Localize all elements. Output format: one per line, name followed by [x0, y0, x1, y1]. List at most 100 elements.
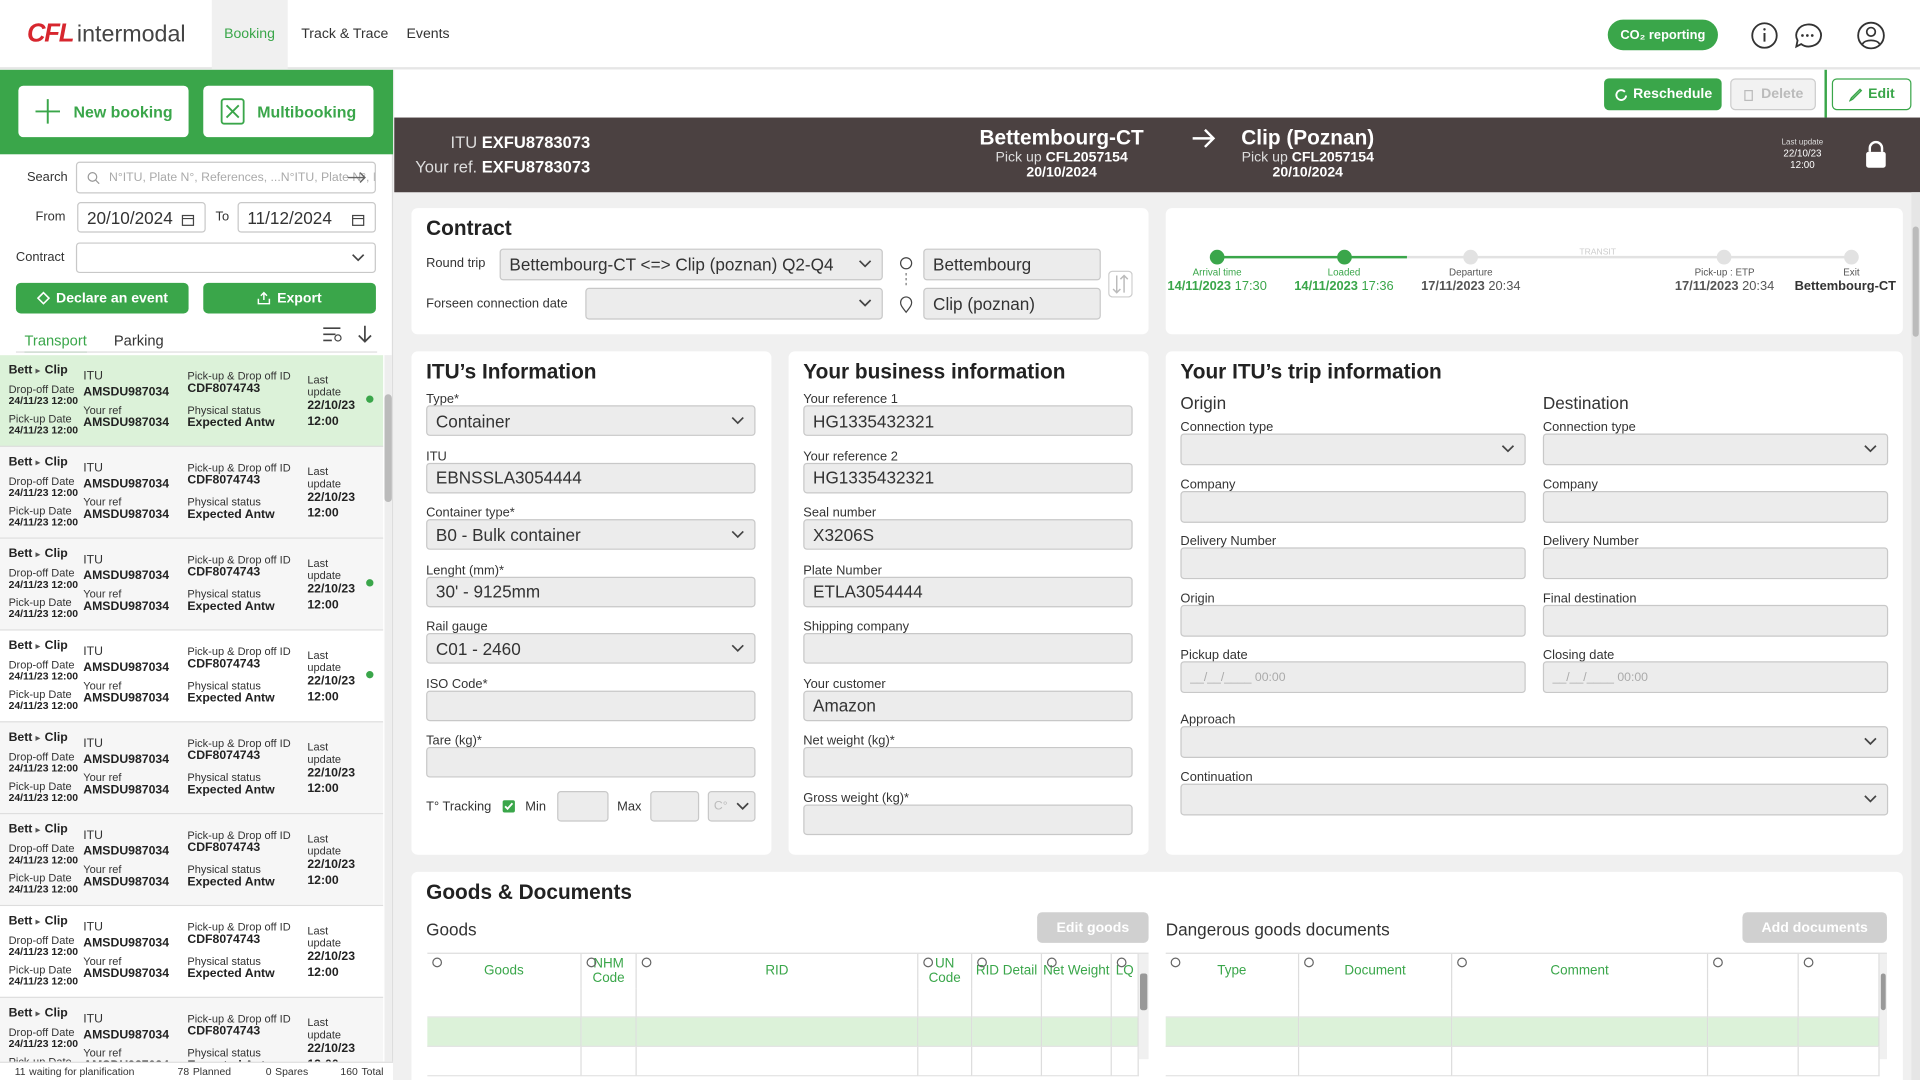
input[interactable]: [1180, 490, 1526, 523]
goods-card: Goods & Documents Goods Edit goods Dange…: [411, 871, 1903, 1080]
transport-item[interactable]: Bett Clip Drop-off Date 24/11/23 12:00 Pick-…: [0, 446, 384, 539]
transport-item[interactable]: Bett Clip Drop-off Date 24/11/23 12:00 Pick-…: [0, 355, 384, 447]
input[interactable]: C01 - 2460: [426, 633, 756, 664]
your-ref-label: Your ref: [83, 679, 122, 692]
info-icon[interactable]: [1751, 22, 1778, 49]
item-route: Bett Clip: [9, 823, 68, 836]
your-ref-label: Your ref: [83, 495, 122, 509]
column-header[interactable]: Goods: [427, 953, 582, 989]
input[interactable]: Amazon: [803, 690, 1133, 721]
timeline-dot: [1717, 249, 1732, 265]
input[interactable]: B0 - Bulk container: [426, 519, 756, 550]
from-input[interactable]: 20/10/2024: [77, 202, 206, 233]
lock-icon[interactable]: [1864, 140, 1888, 169]
input[interactable]: [1180, 726, 1889, 758]
min-input[interactable]: [557, 791, 609, 822]
tracking-checkbox[interactable]: [502, 800, 515, 813]
input[interactable]: [1180, 433, 1526, 466]
destination-date: 20/10/2024: [1272, 165, 1343, 180]
input[interactable]: __/__/____ 00:00: [1180, 661, 1526, 694]
connection-date-select[interactable]: [585, 287, 883, 320]
delete-button[interactable]: Delete: [1730, 78, 1816, 111]
last-update-time: 12:00: [307, 415, 339, 429]
transport-item[interactable]: Bett Clip Drop-off Date 24/11/23 12:00 Pick-…: [0, 630, 384, 723]
input[interactable]: [1542, 433, 1889, 466]
edit-goods-button[interactable]: Edit goods: [1037, 912, 1149, 943]
route-to: Clip: [44, 914, 68, 929]
input[interactable]: [803, 633, 1133, 664]
transport-item[interactable]: Bett Clip Drop-off Date 24/11/23 12:00 Pick-…: [0, 997, 384, 1062]
input[interactable]: [803, 746, 1133, 778]
column-header[interactable]: RID: [637, 953, 919, 989]
checkbox[interactable]: [502, 800, 515, 813]
column-header[interactable]: Net Weight: [1042, 953, 1112, 989]
column-header[interactable]: NHM Code: [582, 953, 637, 989]
add-documents-button[interactable]: Add documents: [1742, 912, 1887, 943]
round-trip-select[interactable]: Bettembourg-CT <=> Clip (poznan) Q2-Q4: [499, 248, 883, 281]
column-header[interactable]: Document: [1299, 953, 1453, 989]
column-header[interactable]: [1799, 953, 1880, 989]
input[interactable]: [426, 746, 756, 778]
nav-item[interactable]: Track & Trace: [301, 26, 389, 42]
edit-button[interactable]: Edit: [1831, 78, 1912, 111]
input[interactable]: [1180, 604, 1526, 637]
column-header[interactable]: UN Code: [918, 953, 973, 989]
input[interactable]: HG1335432321: [803, 405, 1133, 436]
input[interactable]: __/__/____ 00:00: [1542, 661, 1889, 694]
user-icon[interactable]: [1857, 21, 1885, 50]
input[interactable]: HG1335432321: [803, 462, 1133, 493]
column-header[interactable]: Comment: [1452, 953, 1709, 989]
table-scroll-thumb[interactable]: [1140, 973, 1148, 1011]
input[interactable]: [1180, 783, 1889, 816]
input[interactable]: EBNSSLA3054444: [426, 462, 756, 493]
input[interactable]: 30' - 9125mm: [426, 576, 756, 607]
multibooking-button[interactable]: Multibooking: [203, 85, 374, 138]
main-scroll-thumb[interactable]: [1912, 226, 1919, 337]
list-tab[interactable]: Transport: [24, 332, 87, 353]
last-update-time: 12:00: [1790, 159, 1815, 171]
input[interactable]: ETLA3054444: [803, 576, 1133, 607]
input[interactable]: Container: [426, 405, 756, 436]
chevron: [736, 801, 749, 810]
step-date: 14/11/2023: [1294, 279, 1358, 294]
input[interactable]: [803, 803, 1133, 835]
export-button[interactable]: Export: [203, 282, 376, 314]
column-header[interactable]: LQ: [1112, 953, 1139, 989]
chevron: [858, 299, 872, 308]
table-scroll-thumb[interactable]: [1880, 973, 1886, 1011]
unit-select[interactable]: C°: [707, 791, 756, 822]
reschedule-button[interactable]: Reschedule: [1604, 78, 1722, 111]
input[interactable]: X3206S: [803, 519, 1133, 550]
chat-icon[interactable]: [1795, 23, 1822, 49]
new-booking-button[interactable]: New booking: [18, 85, 189, 138]
max-input[interactable]: [650, 791, 700, 822]
swap-button[interactable]: [1108, 270, 1133, 298]
to-input[interactable]: 11/12/2024: [237, 202, 376, 233]
transport-item[interactable]: Bett Clip Drop-off Date 24/11/23 12:00 Pick-…: [0, 906, 384, 998]
contract-select[interactable]: [75, 242, 376, 274]
swap-icon[interactable]: [1108, 270, 1133, 298]
column-header[interactable]: RID Detail: [972, 953, 1043, 989]
column-header[interactable]: [1708, 953, 1799, 989]
nav-item[interactable]: Booking: [211, 0, 288, 69]
search-input[interactable]: N°ITU, Plate N°, References, ... N°ITU, P…: [75, 161, 376, 194]
step-datetime: 14/11/2023 17:36: [1283, 279, 1405, 294]
declare-event-button[interactable]: Declare an event: [15, 282, 189, 314]
sort-icons-svg[interactable]: [322, 324, 378, 344]
transport-item[interactable]: Bett Clip Drop-off Date 24/11/23 12:00 Pick-…: [0, 814, 384, 907]
input[interactable]: [1542, 604, 1889, 637]
list-tab[interactable]: Parking: [113, 331, 164, 349]
column-title: RID: [765, 963, 789, 979]
input[interactable]: [1542, 490, 1889, 523]
chevron-icon: [731, 530, 744, 538]
transport-item[interactable]: Bett Clip Drop-off Date 24/11/23 12:00 Pick-…: [0, 722, 384, 815]
scroll-thumb[interactable]: [384, 394, 392, 503]
transport-item[interactable]: Bett Clip Drop-off Date 24/11/23 12:00 Pick-…: [0, 538, 384, 631]
column-header[interactable]: Type: [1166, 953, 1300, 989]
input[interactable]: [426, 690, 756, 721]
nav-item[interactable]: Events: [406, 26, 450, 42]
chevron-icon: [858, 299, 872, 307]
co2-button[interactable]: CO₂ reporting: [1607, 19, 1718, 51]
input[interactable]: [1180, 547, 1526, 580]
input[interactable]: [1542, 547, 1889, 580]
